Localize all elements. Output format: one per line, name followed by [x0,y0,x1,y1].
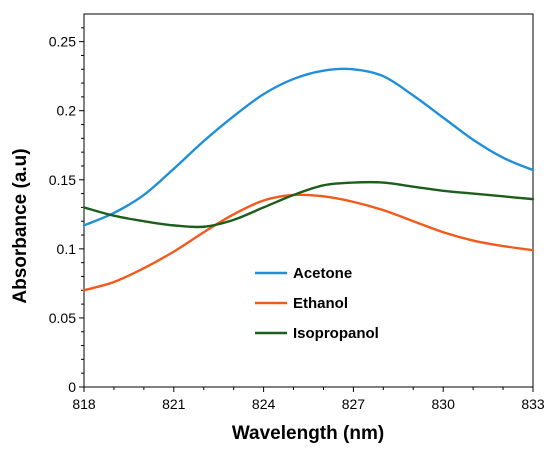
x-tick-label: 818 [72,396,96,412]
y-axis-title: Absorbance (a.u) [10,148,31,303]
plot-border [83,13,534,388]
x-tick-label: 821 [162,396,186,412]
x-tick-label: 833 [521,396,545,412]
y-tick-label: 0 [68,379,76,395]
legend: Acetone Ethanol Isopropanol [255,265,379,342]
y-tick-label: 0.05 [49,310,76,326]
legend-label-acetone: Acetone [293,265,352,282]
x-tick-label: 827 [342,396,366,412]
y-tick-label: 0.1 [57,241,77,257]
series-line-acetone [82,67,535,227]
series-line-ethanol [82,193,535,292]
y-tick-label: 0.15 [49,172,76,188]
series-line-isopropanol [82,180,535,229]
x-tick-label: 830 [432,396,456,412]
x-axis-ticks: 818 821 824 827 830 833 [72,387,545,412]
y-axis-ticks: 0 0.05 0.1 0.15 0.2 0.25 [49,27,84,395]
series-layer [82,67,535,292]
y-tick-label: 0.2 [57,103,77,119]
x-axis-title: Wavelength (nm) [232,423,384,444]
plot-frame [83,13,534,388]
y-tick-label: 0.25 [49,34,76,50]
legend-label-isopropanol: Isopropanol [293,325,379,342]
legend-label-ethanol: Ethanol [293,295,348,312]
x-tick-label: 824 [252,396,276,412]
